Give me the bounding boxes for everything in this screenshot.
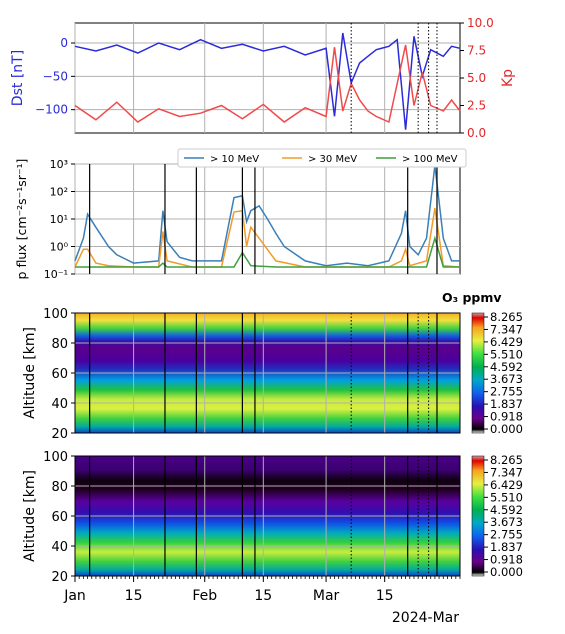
colorbar-tick-label: 1.837	[490, 540, 523, 554]
ytick-label: 0	[60, 36, 68, 50]
dst-kp-yticks: 0 −50 −100	[35, 36, 75, 117]
ytick-label: 60	[51, 367, 68, 382]
o3-bottom-axis-label: Altitude [km]	[22, 470, 38, 562]
xtick-label: 15	[254, 588, 272, 604]
ytick-label: 20	[51, 427, 68, 442]
colorbar-tick-label: 0.918	[490, 553, 523, 567]
ytick-label: 10³	[50, 158, 68, 171]
colorbar-tick-label: 2.755	[490, 385, 523, 399]
xtick-label: 15	[125, 588, 143, 604]
colorbar-tick-label: 6.429	[490, 335, 523, 349]
ytick-label: 100	[43, 450, 68, 465]
y2tick-label: 10.0	[467, 16, 494, 30]
o3-heatmap-top-panel: 20 40 60 80 100 Altitude [km] 8.2657.3476.42…	[22, 307, 523, 442]
colorbar-tick-label: 4.592	[490, 503, 523, 517]
legend-label-100mev: > 100 MeV	[402, 154, 458, 165]
dst-kp-panel: 0 −50 −100 0.0 2.5 5.0 7.5 10.0 Dst [nT] Kp	[10, 16, 516, 140]
proton-flux-yticks: 10⁻¹ 10⁰ 10¹ 10² 10³	[44, 158, 75, 281]
proton-flux-event-lines	[89, 164, 438, 274]
ytick-label: 60	[51, 510, 68, 525]
o3-top-axis-label: Altitude [km]	[22, 327, 38, 419]
ytick-label: −50	[43, 69, 68, 83]
o3-bottom-colorbar	[471, 455, 485, 577]
o3-heatmap-bottom-panel: 20 40 60 80 100 Jan 15 Feb 15 Mar 15 Altitude [km…	[22, 450, 523, 626]
proton-flux-legend: > 10 MeV > 30 MeV > 100 MeV	[177, 148, 467, 168]
xtick-label: Jan	[63, 588, 86, 604]
xtick-label: Feb	[192, 588, 217, 604]
ytick-label: 80	[51, 337, 68, 352]
colorbar-tick-label: 0.918	[490, 410, 523, 424]
ytick-label: −100	[35, 103, 68, 117]
flux-100mev-line	[75, 235, 460, 268]
colorbar-tick-label: 7.347	[490, 465, 523, 479]
colorbar-tick-label: 0.000	[490, 422, 523, 436]
o3-top-yticks: 20 40 60 80 100	[43, 307, 75, 442]
colorbar-tick-label: 7.347	[490, 322, 523, 336]
proton-flux-axis-label: p flux [cm⁻²s⁻¹sr⁻¹]	[14, 159, 29, 280]
colorbar-tick-label: 0.000	[490, 565, 523, 579]
kp-line	[74, 44, 461, 124]
dst-kp-y2ticks: 0.0 2.5 5.0 7.5 10.0	[460, 16, 494, 140]
colorbar-tick-label: 4.592	[490, 360, 523, 374]
ytick-label: 40	[51, 540, 68, 555]
o3-top-event-lines	[89, 313, 438, 433]
o3-bottom-event-lines	[89, 456, 438, 576]
ytick-label: 10¹	[50, 213, 68, 226]
colorbar-tick-label: 1.837	[490, 397, 523, 411]
kp-axis-label: Kp	[500, 69, 516, 87]
dst-kp-grid	[74, 23, 460, 133]
colorbar-tick-label: 8.265	[490, 310, 523, 324]
dst-kp-event-lines	[350, 23, 438, 133]
ytick-label: 10⁰	[50, 241, 69, 254]
ytick-label: 10²	[50, 186, 68, 199]
flux-30mev-line	[74, 207, 461, 268]
y2tick-label: 7.5	[467, 44, 486, 58]
colorbar-tick-label: 3.673	[490, 372, 523, 386]
o3-bottom-xticks: Jan 15 Feb 15 Mar 15	[63, 576, 461, 604]
dst-axis-label: Dst [nT]	[10, 50, 26, 106]
o3-bottom-colorbar-ticks: 8.2657.3476.4295.5104.5923.6732.7551.837…	[484, 453, 523, 579]
o3-units-title: O₃ ppmv	[442, 290, 502, 305]
colorbar-tick-label: 8.265	[490, 453, 523, 467]
dst-kp-series	[74, 32, 461, 130]
x-axis-year-label: 2024-Mar	[392, 610, 459, 626]
ytick-label: 100	[43, 307, 68, 322]
o3-top-colorbar	[471, 312, 485, 434]
proton-flux-panel: 10⁻¹ 10⁰ 10¹ 10² 10³ > 10 MeV > 30 MeV > 100…	[14, 148, 467, 281]
colorbar-tick-label: 3.673	[490, 515, 523, 529]
y2tick-label: 2.5	[467, 99, 486, 113]
legend-label-10mev: > 10 MeV	[210, 154, 259, 165]
colorbar-tick-label: 5.510	[490, 347, 523, 361]
colorbar-tick-label: 2.755	[490, 528, 523, 542]
y2tick-label: 5.0	[467, 71, 486, 85]
xtick-label: Mar	[313, 588, 340, 604]
o3-top-colorbar-ticks: 8.2657.3476.4295.5104.5923.6732.7551.837…	[484, 310, 523, 436]
legend-label-30mev: > 30 MeV	[308, 154, 357, 165]
ytick-label: 10⁻¹	[44, 268, 68, 281]
colorbar-tick-label: 6.429	[490, 478, 523, 492]
ytick-label: 80	[51, 480, 68, 495]
o3-bottom-yticks: 20 40 60 80 100	[43, 450, 75, 585]
xtick-label: 15	[376, 588, 394, 604]
ytick-label: 40	[51, 397, 68, 412]
y2tick-label: 0.0	[467, 126, 486, 140]
colorbar-tick-label: 5.510	[490, 490, 523, 504]
ytick-label: 20	[51, 570, 68, 585]
